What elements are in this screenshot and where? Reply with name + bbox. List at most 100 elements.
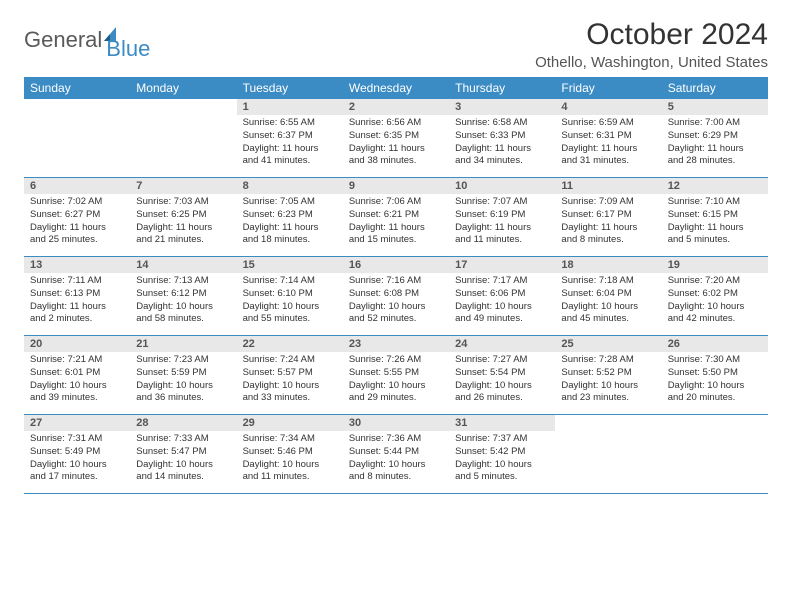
day-cell: 14Sunrise: 7:13 AMSunset: 6:12 PMDayligh…	[130, 257, 236, 335]
day-details: Sunrise: 7:31 AMSunset: 5:49 PMDaylight:…	[24, 431, 130, 488]
day-number: 3	[449, 99, 555, 115]
day-cell: 23Sunrise: 7:26 AMSunset: 5:55 PMDayligh…	[343, 336, 449, 414]
day-cell: 11Sunrise: 7:09 AMSunset: 6:17 PMDayligh…	[555, 178, 661, 256]
day-cell: 2Sunrise: 6:56 AMSunset: 6:35 PMDaylight…	[343, 99, 449, 177]
day-number: 19	[662, 257, 768, 273]
day-number: 16	[343, 257, 449, 273]
day-cell: ..	[555, 415, 661, 493]
day-cell: 5Sunrise: 7:00 AMSunset: 6:29 PMDaylight…	[662, 99, 768, 177]
day-number: 12	[662, 178, 768, 194]
week-row: 6Sunrise: 7:02 AMSunset: 6:27 PMDaylight…	[24, 178, 768, 257]
day-details: Sunrise: 7:24 AMSunset: 5:57 PMDaylight:…	[237, 352, 343, 409]
day-cell: 20Sunrise: 7:21 AMSunset: 6:01 PMDayligh…	[24, 336, 130, 414]
day-number: 7	[130, 178, 236, 194]
weekday-header: Wednesday	[343, 77, 449, 99]
day-details: Sunrise: 7:00 AMSunset: 6:29 PMDaylight:…	[662, 115, 768, 172]
month-title: October 2024	[535, 18, 768, 52]
day-details: Sunrise: 7:34 AMSunset: 5:46 PMDaylight:…	[237, 431, 343, 488]
day-details: Sunrise: 6:56 AMSunset: 6:35 PMDaylight:…	[343, 115, 449, 172]
day-cell: 6Sunrise: 7:02 AMSunset: 6:27 PMDaylight…	[24, 178, 130, 256]
day-number: 17	[449, 257, 555, 273]
day-details: Sunrise: 7:06 AMSunset: 6:21 PMDaylight:…	[343, 194, 449, 251]
day-details: Sunrise: 6:58 AMSunset: 6:33 PMDaylight:…	[449, 115, 555, 172]
day-cell: 28Sunrise: 7:33 AMSunset: 5:47 PMDayligh…	[130, 415, 236, 493]
day-cell: 9Sunrise: 7:06 AMSunset: 6:21 PMDaylight…	[343, 178, 449, 256]
day-number: 13	[24, 257, 130, 273]
day-number: 31	[449, 415, 555, 431]
day-details: Sunrise: 7:02 AMSunset: 6:27 PMDaylight:…	[24, 194, 130, 251]
week-row: 20Sunrise: 7:21 AMSunset: 6:01 PMDayligh…	[24, 336, 768, 415]
day-number: 29	[237, 415, 343, 431]
day-cell: 8Sunrise: 7:05 AMSunset: 6:23 PMDaylight…	[237, 178, 343, 256]
day-cell: 22Sunrise: 7:24 AMSunset: 5:57 PMDayligh…	[237, 336, 343, 414]
weekday-header: Monday	[130, 77, 236, 99]
logo-text-blue: Blue	[106, 36, 150, 62]
logo: General Blue	[24, 18, 150, 62]
day-cell: 4Sunrise: 6:59 AMSunset: 6:31 PMDaylight…	[555, 99, 661, 177]
day-cell: 3Sunrise: 6:58 AMSunset: 6:33 PMDaylight…	[449, 99, 555, 177]
calendar-body: ....1Sunrise: 6:55 AMSunset: 6:37 PMDayl…	[24, 99, 768, 494]
day-number: 23	[343, 336, 449, 352]
weekday-header: Tuesday	[237, 77, 343, 99]
day-cell: 31Sunrise: 7:37 AMSunset: 5:42 PMDayligh…	[449, 415, 555, 493]
weekday-header: Thursday	[449, 77, 555, 99]
day-details: Sunrise: 7:18 AMSunset: 6:04 PMDaylight:…	[555, 273, 661, 330]
day-details: Sunrise: 7:09 AMSunset: 6:17 PMDaylight:…	[555, 194, 661, 251]
day-number: 20	[24, 336, 130, 352]
day-details: Sunrise: 7:05 AMSunset: 6:23 PMDaylight:…	[237, 194, 343, 251]
day-number: 10	[449, 178, 555, 194]
location-text: Othello, Washington, United States	[535, 54, 768, 71]
day-number: 21	[130, 336, 236, 352]
day-cell: 26Sunrise: 7:30 AMSunset: 5:50 PMDayligh…	[662, 336, 768, 414]
day-details: Sunrise: 7:07 AMSunset: 6:19 PMDaylight:…	[449, 194, 555, 251]
weekday-header: Sunday	[24, 77, 130, 99]
day-details: Sunrise: 7:23 AMSunset: 5:59 PMDaylight:…	[130, 352, 236, 409]
day-details: Sunrise: 7:13 AMSunset: 6:12 PMDaylight:…	[130, 273, 236, 330]
header: General Blue October 2024 Othello, Washi…	[24, 18, 768, 71]
week-row: 13Sunrise: 7:11 AMSunset: 6:13 PMDayligh…	[24, 257, 768, 336]
day-number: 25	[555, 336, 661, 352]
day-cell: 19Sunrise: 7:20 AMSunset: 6:02 PMDayligh…	[662, 257, 768, 335]
day-cell: 27Sunrise: 7:31 AMSunset: 5:49 PMDayligh…	[24, 415, 130, 493]
day-cell: 7Sunrise: 7:03 AMSunset: 6:25 PMDaylight…	[130, 178, 236, 256]
day-cell: 15Sunrise: 7:14 AMSunset: 6:10 PMDayligh…	[237, 257, 343, 335]
day-number: 11	[555, 178, 661, 194]
day-details: Sunrise: 7:26 AMSunset: 5:55 PMDaylight:…	[343, 352, 449, 409]
day-number: 9	[343, 178, 449, 194]
day-number: 6	[24, 178, 130, 194]
day-number: 26	[662, 336, 768, 352]
day-number: 15	[237, 257, 343, 273]
day-cell: 10Sunrise: 7:07 AMSunset: 6:19 PMDayligh…	[449, 178, 555, 256]
day-details: Sunrise: 7:21 AMSunset: 6:01 PMDaylight:…	[24, 352, 130, 409]
day-details: Sunrise: 7:03 AMSunset: 6:25 PMDaylight:…	[130, 194, 236, 251]
week-row: 27Sunrise: 7:31 AMSunset: 5:49 PMDayligh…	[24, 415, 768, 494]
day-cell: 12Sunrise: 7:10 AMSunset: 6:15 PMDayligh…	[662, 178, 768, 256]
day-cell: 21Sunrise: 7:23 AMSunset: 5:59 PMDayligh…	[130, 336, 236, 414]
day-details: Sunrise: 6:55 AMSunset: 6:37 PMDaylight:…	[237, 115, 343, 172]
day-details: Sunrise: 7:36 AMSunset: 5:44 PMDaylight:…	[343, 431, 449, 488]
day-number: 24	[449, 336, 555, 352]
day-number: 2	[343, 99, 449, 115]
day-number: 1	[237, 99, 343, 115]
day-details: Sunrise: 7:11 AMSunset: 6:13 PMDaylight:…	[24, 273, 130, 330]
day-cell: 30Sunrise: 7:36 AMSunset: 5:44 PMDayligh…	[343, 415, 449, 493]
weekday-header: Friday	[555, 77, 661, 99]
day-number: 27	[24, 415, 130, 431]
title-block: October 2024 Othello, Washington, United…	[535, 18, 768, 71]
day-details: Sunrise: 7:30 AMSunset: 5:50 PMDaylight:…	[662, 352, 768, 409]
logo-text-general: General	[24, 27, 102, 53]
day-cell: 29Sunrise: 7:34 AMSunset: 5:46 PMDayligh…	[237, 415, 343, 493]
day-details: Sunrise: 7:14 AMSunset: 6:10 PMDaylight:…	[237, 273, 343, 330]
day-cell: ..	[130, 99, 236, 177]
weekday-header: Saturday	[662, 77, 768, 99]
day-number: 28	[130, 415, 236, 431]
day-number: 14	[130, 257, 236, 273]
day-cell: 16Sunrise: 7:16 AMSunset: 6:08 PMDayligh…	[343, 257, 449, 335]
day-details: Sunrise: 7:10 AMSunset: 6:15 PMDaylight:…	[662, 194, 768, 251]
day-details: Sunrise: 7:17 AMSunset: 6:06 PMDaylight:…	[449, 273, 555, 330]
week-row: ....1Sunrise: 6:55 AMSunset: 6:37 PMDayl…	[24, 99, 768, 178]
weekday-header-row: SundayMondayTuesdayWednesdayThursdayFrid…	[24, 77, 768, 99]
day-number: 5	[662, 99, 768, 115]
day-details: Sunrise: 6:59 AMSunset: 6:31 PMDaylight:…	[555, 115, 661, 172]
day-cell: 24Sunrise: 7:27 AMSunset: 5:54 PMDayligh…	[449, 336, 555, 414]
